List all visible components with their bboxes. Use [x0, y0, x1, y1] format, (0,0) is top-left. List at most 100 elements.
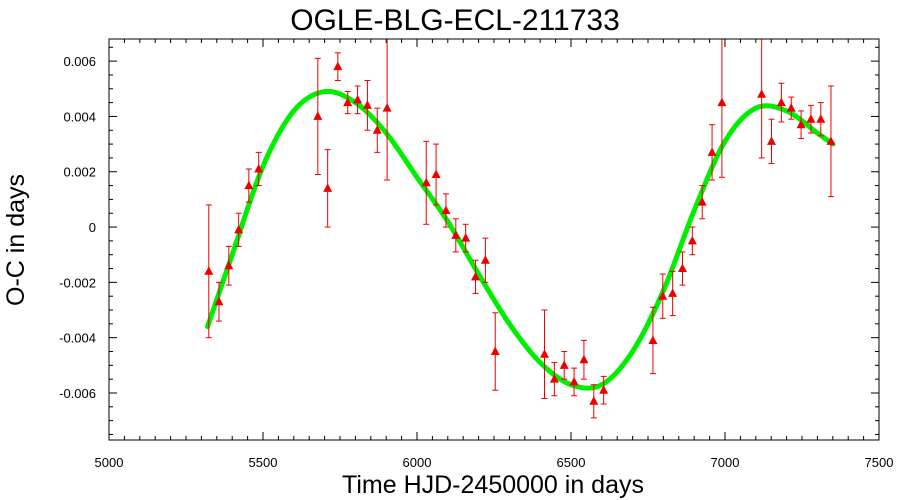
- data-point: [254, 151, 264, 187]
- y-tick-labels: -0.006 -0.004 -0.002 0 0.002 0.004 0.006: [59, 54, 96, 401]
- data-point: [826, 85, 836, 198]
- triangle-marker: [471, 271, 481, 281]
- data-points-group: [204, 38, 836, 419]
- data-point: [204, 204, 214, 339]
- data-point: [372, 107, 382, 153]
- triangle-marker: [697, 197, 707, 206]
- data-point: [776, 82, 786, 123]
- triangle-marker: [214, 296, 224, 306]
- data-point: [658, 273, 668, 319]
- data-point: [234, 212, 244, 247]
- fit-curve-group: [205, 88, 836, 391]
- triangle-marker: [234, 224, 244, 234]
- data-point: [441, 193, 451, 228]
- triangle-marker: [826, 136, 836, 145]
- data-point: [353, 85, 363, 115]
- data-point: [599, 375, 609, 405]
- data-point: [648, 306, 658, 375]
- triangle-marker: [372, 125, 382, 134]
- triangle-marker: [658, 291, 668, 300]
- triangle-marker: [224, 260, 234, 270]
- y-tick-label: 0: [89, 220, 96, 235]
- data-point: [540, 309, 550, 400]
- data-point: [806, 104, 816, 134]
- data-point: [687, 226, 697, 256]
- data-point: [214, 281, 224, 322]
- data-point: [767, 118, 777, 164]
- y-tick-label: -0.006: [59, 386, 96, 401]
- x-tick-label: 5500: [249, 455, 278, 470]
- triangle-marker: [767, 136, 777, 145]
- data-point: [757, 38, 767, 159]
- triangle-marker: [648, 335, 658, 344]
- data-point: [589, 384, 599, 419]
- x-ticks: [108, 39, 880, 440]
- triangle-marker: [757, 89, 767, 98]
- triangle-marker: [668, 288, 678, 297]
- data-point: [559, 351, 569, 380]
- data-point: [668, 270, 678, 317]
- x-tick-label: 5000: [95, 455, 124, 470]
- data-point: [816, 102, 826, 137]
- data-point: [707, 124, 717, 181]
- triangle-marker: [599, 385, 609, 394]
- data-point: [490, 312, 500, 391]
- triangle-marker: [569, 376, 579, 386]
- y-axis-label: O-C in days: [2, 174, 30, 306]
- data-point: [431, 143, 441, 206]
- x-tick-label: 7000: [711, 455, 740, 470]
- triangle-marker: [353, 94, 363, 104]
- y-tick-label: 0.002: [63, 165, 96, 180]
- triangle-marker: [490, 346, 500, 356]
- y-tick-label: 0.006: [63, 54, 96, 69]
- triangle-marker: [343, 97, 353, 107]
- plot-frame: [108, 38, 880, 441]
- triangle-marker: [687, 235, 697, 245]
- data-point: [480, 237, 490, 283]
- triangle-marker: [323, 183, 333, 192]
- triangle-marker: [717, 97, 727, 107]
- data-point: [796, 110, 806, 140]
- data-point: [677, 251, 687, 286]
- x-tick-label: 6500: [557, 455, 586, 470]
- triangle-marker: [549, 374, 559, 383]
- triangle-marker: [559, 360, 569, 369]
- triangle-marker: [421, 177, 431, 187]
- data-point: [313, 57, 323, 176]
- x-tick-label: 7500: [865, 455, 894, 470]
- triangle-marker: [254, 163, 264, 173]
- y-tick-label: -0.004: [59, 331, 96, 346]
- triangle-marker: [480, 255, 490, 264]
- triangle-marker: [786, 103, 796, 112]
- chart-title: OGLE-BLG-ECL-211733: [290, 4, 620, 37]
- y-tick-label: 0.004: [63, 109, 96, 124]
- triangle-marker: [441, 205, 451, 214]
- data-point: [323, 149, 333, 228]
- triangle-marker: [677, 263, 687, 273]
- triangle-marker: [431, 169, 441, 179]
- data-point: [451, 218, 461, 253]
- triangle-marker: [244, 180, 254, 190]
- data-point: [362, 79, 372, 131]
- data-point: [461, 223, 471, 253]
- triangle-marker: [707, 147, 717, 156]
- data-point: [569, 367, 579, 397]
- triangle-marker: [461, 233, 471, 242]
- triangle-marker: [796, 119, 806, 129]
- fit-curve-line: [205, 88, 836, 391]
- triangle-marker: [382, 103, 392, 112]
- data-point: [579, 339, 589, 380]
- triangle-marker: [806, 114, 816, 123]
- data-point: [244, 168, 254, 203]
- x-tick-label: 6000: [403, 455, 432, 470]
- x-axis-label: Time HJD-2450000 in days: [342, 471, 644, 499]
- y-ticks: [109, 46, 879, 435]
- triangle-marker: [204, 266, 214, 275]
- triangle-marker: [451, 230, 461, 239]
- y-tick-label: -0.002: [59, 275, 96, 290]
- data-point: [786, 96, 796, 120]
- triangle-marker: [816, 114, 826, 123]
- triangle-marker: [589, 396, 599, 405]
- triangle-marker: [333, 61, 343, 71]
